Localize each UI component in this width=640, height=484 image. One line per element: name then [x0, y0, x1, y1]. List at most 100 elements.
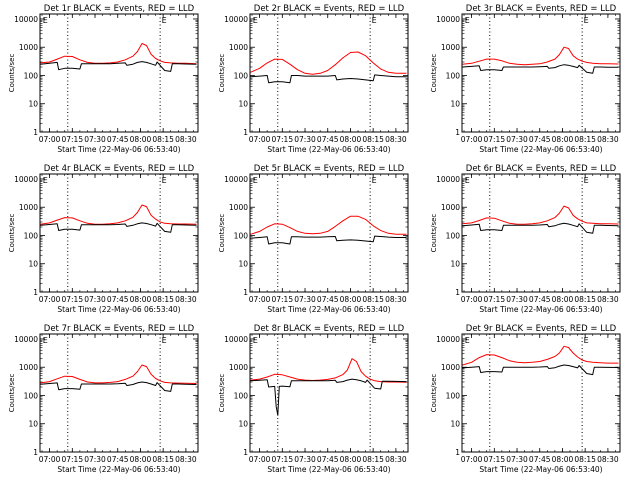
x-tick-label: 08:15 — [362, 135, 384, 144]
y-tick-label: 1000 — [19, 43, 38, 52]
x-tick-label: 08:00 — [552, 455, 574, 464]
events-series-line — [250, 74, 407, 84]
plot-frame — [249, 333, 409, 453]
y-tick-label: 10 — [450, 420, 460, 429]
y-tick-label: 1000 — [441, 43, 460, 52]
event-mark: E — [162, 16, 167, 25]
lld-series-line — [250, 358, 407, 383]
event-mark: E — [253, 16, 258, 25]
y-tick-label: 1000 — [229, 363, 248, 372]
x-tick-label: 08:00 — [552, 135, 574, 144]
x-tick-label: 08:30 — [597, 455, 619, 464]
event-mark: E — [162, 176, 167, 185]
x-axis-label: Start Time (22-May-06 06:53:40) — [479, 145, 602, 154]
y-axis-label: Counts/sec — [8, 54, 16, 93]
y-tick-label: 100 — [446, 231, 461, 240]
x-tick-label: 07:15 — [271, 295, 293, 304]
y-axis-label: Counts/sec — [430, 374, 438, 413]
x-tick-label: 08:30 — [597, 135, 619, 144]
x-axis-label: Start Time (22-May-06 06:53:40) — [267, 465, 390, 474]
x-tick-label: 08:15 — [574, 295, 596, 304]
y-tick-label: 1000 — [19, 363, 38, 372]
event-mark: E — [584, 336, 589, 345]
x-tick-label: 07:45 — [317, 295, 339, 304]
x-tick-label: 08:00 — [130, 135, 152, 144]
y-axis-label: Counts/sec — [430, 54, 438, 93]
x-tick-label: 07:00 — [39, 455, 61, 464]
events-series-line — [40, 381, 197, 392]
event-mark: E — [372, 176, 377, 185]
plot-frame — [39, 173, 199, 293]
x-tick-label: 08:15 — [574, 455, 596, 464]
x-tick-label: 08:15 — [362, 295, 384, 304]
x-tick-label: 07:45 — [107, 295, 129, 304]
x-axis-label: Start Time (22-May-06 06:53:40) — [479, 465, 602, 474]
y-axis-label: Counts/sec — [218, 374, 226, 413]
x-tick-label: 07:00 — [39, 295, 61, 304]
x-tick-label: 08:30 — [175, 295, 197, 304]
event-mark: E — [43, 336, 48, 345]
y-tick-label: 10000 — [436, 15, 460, 24]
x-tick-label: 07:15 — [271, 135, 293, 144]
lld-series-line — [462, 46, 619, 66]
y-axis-label: Counts/sec — [8, 214, 16, 253]
x-tick-label: 07:15 — [271, 455, 293, 464]
x-tick-label: 07:45 — [107, 455, 129, 464]
y-tick-label: 10000 — [14, 335, 38, 344]
x-tick-label: 08:30 — [385, 295, 407, 304]
x-tick-label: 08:00 — [130, 455, 152, 464]
event-mark: E — [372, 16, 377, 25]
x-tick-label: 07:00 — [461, 295, 483, 304]
y-tick-label: 1000 — [441, 363, 460, 372]
x-tick-label: 07:45 — [529, 295, 551, 304]
y-tick-label: 100 — [234, 231, 249, 240]
x-tick-label: 07:15 — [61, 135, 83, 144]
lld-series-line — [462, 345, 619, 366]
lld-series-line — [250, 215, 407, 235]
plot-frame — [461, 173, 621, 293]
y-tick-label: 1 — [455, 448, 460, 457]
y-tick-label: 1 — [33, 288, 38, 297]
x-axis-label: Start Time (22-May-06 06:53:40) — [57, 145, 180, 154]
y-tick-label: 10000 — [224, 335, 248, 344]
x-tick-label: 08:00 — [340, 295, 362, 304]
chart-title: Det 7r BLACK = Events, RED = LLD — [44, 324, 195, 334]
chart-title: Det 6r BLACK = Events, RED = LLD — [466, 164, 617, 174]
x-tick-label: 07:30 — [84, 135, 106, 144]
y-tick-label: 1 — [33, 448, 38, 457]
x-tick-label: 07:45 — [317, 455, 339, 464]
plot-frame — [249, 173, 409, 293]
x-tick-label: 07:15 — [61, 455, 83, 464]
x-tick-label: 07:15 — [483, 295, 505, 304]
x-tick-label: 07:30 — [506, 295, 528, 304]
event-mark: E — [584, 16, 589, 25]
x-tick-label: 08:15 — [152, 455, 174, 464]
x-tick-label: 07:00 — [249, 455, 271, 464]
x-tick-label: 07:45 — [107, 135, 129, 144]
y-tick-label: 100 — [24, 71, 39, 80]
chart-title: Det 3r BLACK = Events, RED = LLD — [466, 4, 617, 14]
x-tick-label: 08:00 — [340, 135, 362, 144]
lld-series-line — [40, 364, 197, 384]
x-tick-label: 07:30 — [84, 295, 106, 304]
y-tick-label: 1 — [243, 448, 248, 457]
x-tick-label: 07:30 — [294, 295, 316, 304]
y-tick-label: 1000 — [229, 43, 248, 52]
chart-title: Det 5r BLACK = Events, RED = LLD — [254, 164, 405, 174]
event-mark: E — [465, 16, 470, 25]
y-tick-label: 1000 — [229, 203, 248, 212]
x-tick-label: 07:45 — [317, 135, 339, 144]
event-mark: E — [253, 176, 258, 185]
x-tick-label: 08:15 — [152, 135, 174, 144]
y-tick-label: 100 — [24, 391, 39, 400]
x-tick-label: 07:15 — [483, 135, 505, 144]
x-tick-label: 07:00 — [249, 295, 271, 304]
y-tick-label: 1 — [33, 128, 38, 137]
plot-frame — [39, 333, 199, 453]
y-tick-label: 100 — [234, 71, 249, 80]
x-tick-label: 08:00 — [552, 295, 574, 304]
y-tick-label: 100 — [234, 391, 249, 400]
y-tick-label: 10000 — [224, 15, 248, 24]
event-mark: E — [162, 336, 167, 345]
